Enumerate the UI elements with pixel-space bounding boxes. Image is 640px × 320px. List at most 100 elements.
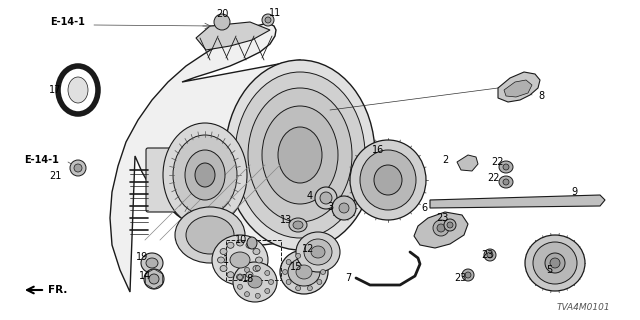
Ellipse shape xyxy=(447,222,453,228)
Ellipse shape xyxy=(68,77,88,103)
Ellipse shape xyxy=(262,14,274,26)
Ellipse shape xyxy=(227,272,234,278)
Ellipse shape xyxy=(321,269,326,275)
Ellipse shape xyxy=(248,88,352,222)
Ellipse shape xyxy=(230,252,250,268)
Ellipse shape xyxy=(317,260,322,265)
Ellipse shape xyxy=(296,253,301,258)
Polygon shape xyxy=(498,72,540,102)
Text: 7: 7 xyxy=(345,273,351,283)
Polygon shape xyxy=(110,24,356,292)
Bar xyxy=(226,240,281,280)
Ellipse shape xyxy=(246,272,253,278)
Ellipse shape xyxy=(253,266,260,271)
Text: 22: 22 xyxy=(491,157,503,167)
Ellipse shape xyxy=(235,72,365,238)
Text: TVA4M0101: TVA4M0101 xyxy=(556,303,610,312)
Ellipse shape xyxy=(280,250,328,294)
Ellipse shape xyxy=(218,257,225,263)
Text: E-14-1: E-14-1 xyxy=(24,155,60,165)
Ellipse shape xyxy=(253,249,260,254)
Ellipse shape xyxy=(195,163,215,187)
Text: 15: 15 xyxy=(290,262,302,272)
Text: 21: 21 xyxy=(49,171,61,181)
Ellipse shape xyxy=(212,235,268,285)
Text: 8: 8 xyxy=(538,91,544,101)
Ellipse shape xyxy=(433,220,449,236)
Ellipse shape xyxy=(175,207,245,263)
Ellipse shape xyxy=(282,269,287,275)
Ellipse shape xyxy=(237,274,243,280)
Ellipse shape xyxy=(227,242,234,248)
Text: 12: 12 xyxy=(302,244,314,254)
Ellipse shape xyxy=(255,266,260,271)
Ellipse shape xyxy=(315,187,337,209)
Text: 14: 14 xyxy=(139,271,151,281)
Ellipse shape xyxy=(149,274,159,284)
Ellipse shape xyxy=(286,279,291,284)
Ellipse shape xyxy=(311,246,325,258)
Ellipse shape xyxy=(484,249,496,261)
FancyBboxPatch shape xyxy=(146,148,210,212)
Text: 18: 18 xyxy=(242,274,254,284)
Ellipse shape xyxy=(437,224,445,232)
Text: 16: 16 xyxy=(372,145,384,155)
Ellipse shape xyxy=(70,160,86,176)
Ellipse shape xyxy=(317,279,322,284)
Ellipse shape xyxy=(146,258,158,268)
Ellipse shape xyxy=(374,165,402,195)
Text: 17: 17 xyxy=(49,85,61,95)
Ellipse shape xyxy=(246,242,253,248)
Ellipse shape xyxy=(499,161,513,173)
Ellipse shape xyxy=(233,262,277,302)
Text: 6: 6 xyxy=(421,203,427,213)
Ellipse shape xyxy=(186,216,234,254)
Ellipse shape xyxy=(462,269,474,281)
Ellipse shape xyxy=(533,242,577,284)
Ellipse shape xyxy=(293,221,303,229)
Ellipse shape xyxy=(307,253,312,258)
Ellipse shape xyxy=(163,123,247,227)
Ellipse shape xyxy=(248,276,262,288)
Ellipse shape xyxy=(444,219,456,231)
Text: 13: 13 xyxy=(280,215,292,225)
Ellipse shape xyxy=(288,258,320,286)
Ellipse shape xyxy=(255,257,262,263)
Ellipse shape xyxy=(525,235,585,291)
Ellipse shape xyxy=(339,203,349,213)
Ellipse shape xyxy=(296,232,340,272)
Polygon shape xyxy=(196,22,270,50)
Ellipse shape xyxy=(255,293,260,298)
Ellipse shape xyxy=(237,284,243,289)
Ellipse shape xyxy=(262,106,338,204)
Ellipse shape xyxy=(320,192,332,204)
Ellipse shape xyxy=(244,268,250,272)
Ellipse shape xyxy=(545,253,565,273)
Ellipse shape xyxy=(296,265,312,279)
Text: 23: 23 xyxy=(436,213,448,223)
Ellipse shape xyxy=(247,237,257,249)
Ellipse shape xyxy=(265,289,269,293)
Ellipse shape xyxy=(225,60,375,250)
Text: 4: 4 xyxy=(307,191,313,201)
Ellipse shape xyxy=(173,135,237,215)
Text: E-14-1: E-14-1 xyxy=(51,17,85,27)
Ellipse shape xyxy=(74,164,82,172)
Polygon shape xyxy=(457,155,478,171)
Text: FR.: FR. xyxy=(48,285,67,295)
Text: 22: 22 xyxy=(487,173,499,183)
Text: 23: 23 xyxy=(481,250,493,260)
Polygon shape xyxy=(504,80,532,97)
Ellipse shape xyxy=(360,150,416,210)
Ellipse shape xyxy=(237,275,243,280)
Ellipse shape xyxy=(503,179,509,185)
Text: 9: 9 xyxy=(571,187,577,197)
Text: 11: 11 xyxy=(269,8,281,18)
Text: 19: 19 xyxy=(136,252,148,262)
Ellipse shape xyxy=(144,269,164,289)
Ellipse shape xyxy=(244,292,250,297)
Ellipse shape xyxy=(503,164,509,170)
Ellipse shape xyxy=(332,196,356,220)
Polygon shape xyxy=(430,195,605,208)
Ellipse shape xyxy=(265,17,271,23)
